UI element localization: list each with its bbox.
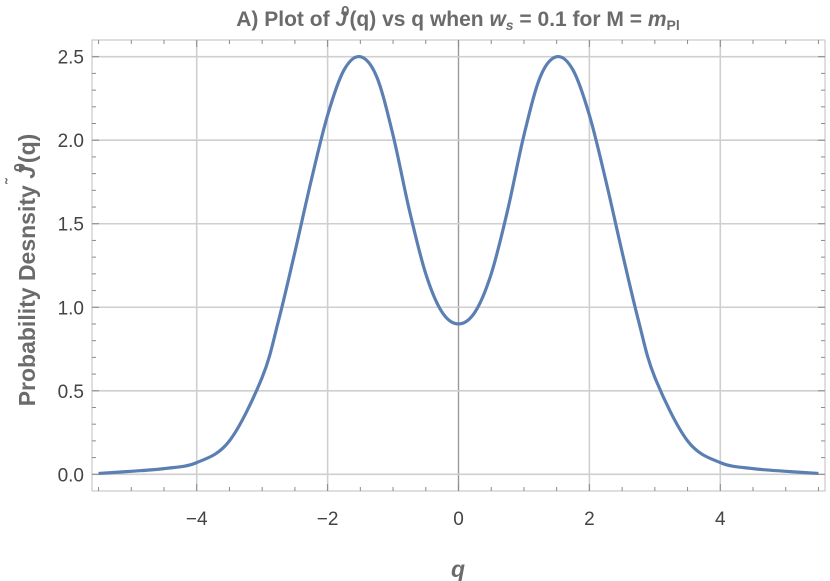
- series-line: [98, 54, 819, 476]
- chart-title: A) Plot of J̃0(q) vs q when ws = 0.1 for…: [236, 0, 679, 33]
- grid: [92, 40, 825, 491]
- x-tick-labels: −4 −2 0 2 4: [186, 509, 726, 530]
- y-tick-label: 0.5: [58, 382, 84, 403]
- y-tick-label: 1.0: [58, 298, 84, 319]
- y-tick-label: 0.0: [58, 465, 84, 486]
- y-tick-labels: 0.0 0.5 1.0 1.5 2.0 2.5: [58, 48, 84, 487]
- x-tick-label: 2: [584, 509, 595, 530]
- y-tick-label: 1.5: [58, 215, 84, 236]
- x-tick-label: −4: [186, 509, 208, 530]
- tick-marks: [92, 40, 825, 491]
- series-group: [98, 54, 819, 476]
- y-axis-label: Probability Desnsity J̃0(q): [4, 134, 40, 407]
- x-axis-label: q: [451, 556, 465, 581]
- x-tick-label: −2: [317, 509, 339, 530]
- x-tick-label: 0: [453, 509, 464, 530]
- y-tick-label: 2.5: [58, 48, 84, 69]
- x-tick-label: 4: [715, 509, 726, 530]
- y-tick-label: 2.0: [58, 131, 84, 152]
